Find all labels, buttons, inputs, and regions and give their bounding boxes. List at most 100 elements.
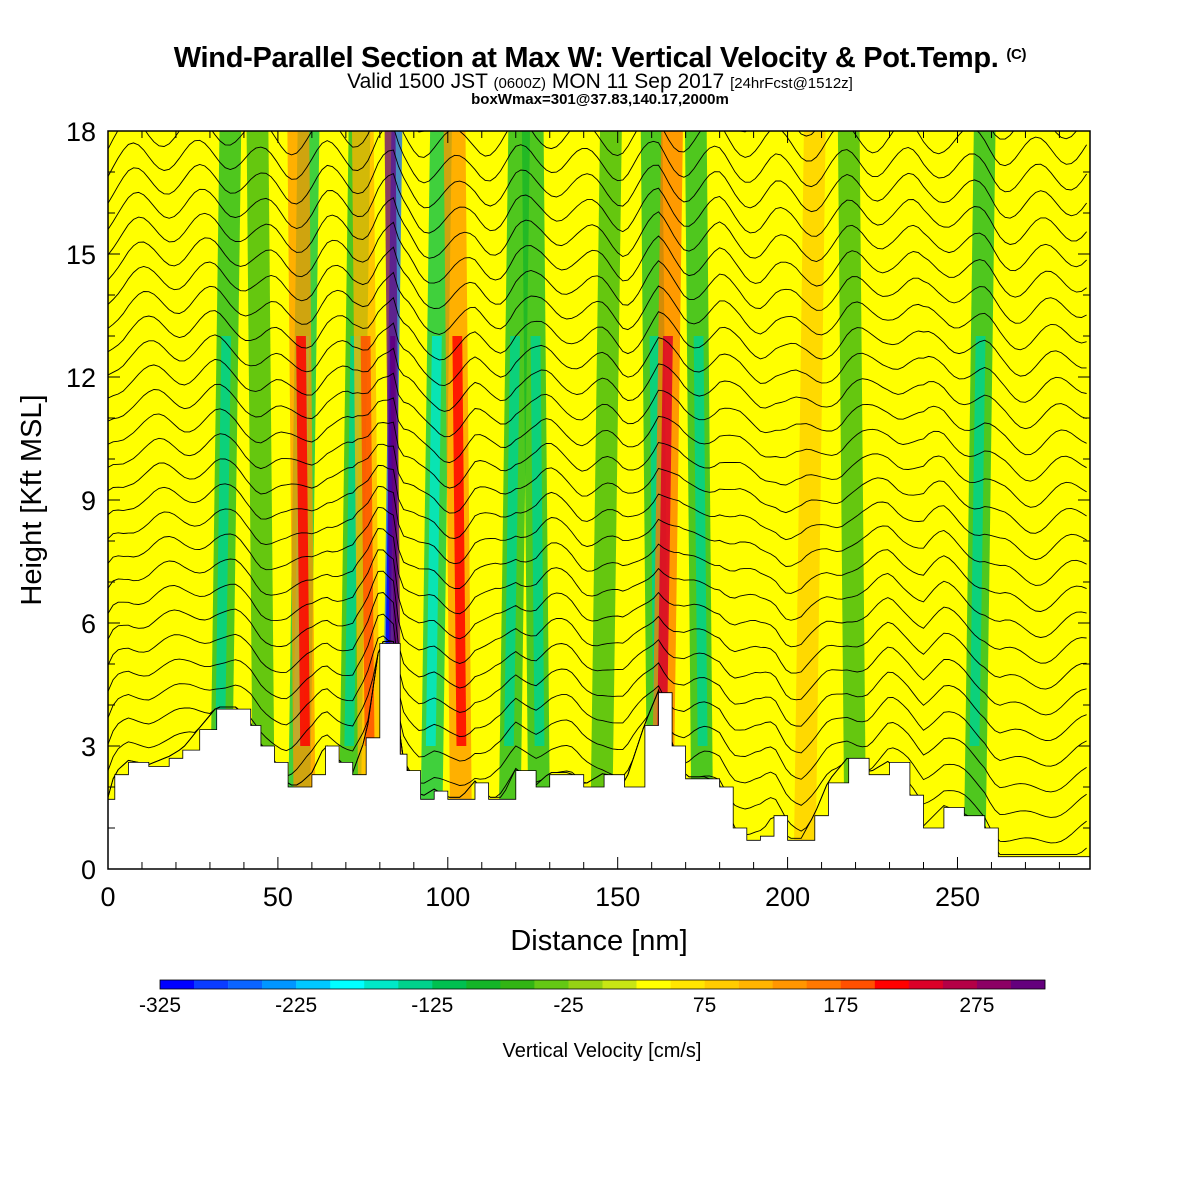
velocity-core: [530, 336, 545, 746]
x-tick-label: 250: [935, 882, 980, 912]
theta-contour: [108, 149, 1087, 219]
colorbar-tick-label: 275: [959, 994, 994, 1017]
colorbar-tick-label: -325: [139, 994, 181, 1017]
x-axis-label: Distance [nm]: [510, 925, 687, 957]
colorbar-swatch: [602, 980, 637, 989]
x-tick-label: 150: [595, 882, 640, 912]
colorbar-swatch: [398, 980, 433, 989]
y-tick-label: 15: [66, 240, 96, 270]
potential-temperature-contours: [108, 131, 1087, 856]
y-tick-label: 9: [81, 486, 96, 516]
colorbar-swatch: [738, 980, 773, 989]
velocity-core: [215, 336, 232, 746]
colorbar-tick-label: 75: [693, 994, 716, 1017]
velocity-core: [425, 336, 442, 746]
theta-contour: [108, 131, 1087, 193]
theta-contour: [108, 372, 1087, 456]
y-tick-label: 3: [81, 732, 96, 762]
x-axis: 0 50 100 150 200 250: [100, 131, 1060, 912]
theta-contour: [108, 197, 1087, 272]
colorbar-swatch: [330, 980, 365, 989]
theta-contour: [108, 549, 1087, 664]
velocity-core: [360, 336, 375, 746]
velocity-core: [969, 336, 986, 746]
colorbar-swatch: [704, 980, 739, 989]
y-tick-label: 0: [81, 855, 96, 885]
velocity-band: [246, 131, 276, 869]
colorbar-swatch: [772, 980, 807, 989]
theta-contour: [108, 635, 1087, 767]
theta-contour: [108, 570, 1087, 690]
velocity-core: [296, 336, 310, 746]
theta-contour: [108, 397, 1087, 482]
colorbar-frame: [159, 979, 1046, 990]
velocity-band: [793, 131, 826, 869]
colorbar-swatch: [942, 980, 978, 989]
x-tick-label: 50: [263, 882, 293, 912]
colorbar-swatch: [500, 980, 535, 989]
velocity-core: [452, 336, 467, 746]
colorbar-swatch: [568, 980, 603, 989]
colorbar-swatch: [228, 980, 263, 989]
colorbar-swatch: [160, 980, 195, 989]
theta-contour: [108, 347, 1087, 430]
colorbar-swatch: [364, 980, 399, 989]
colorbar-tick-label: 175: [823, 994, 858, 1017]
theta-contour: [108, 506, 1087, 612]
valid-prefix: Valid 1500 JST: [347, 70, 488, 93]
y-tick-label: 6: [81, 609, 96, 639]
chart-title: Wind-Parallel Section at Max W: Vertical…: [0, 42, 1200, 75]
colorbar-swatch: [806, 980, 841, 989]
colorbar-tick-label: -125: [411, 994, 453, 1017]
box-info: boxWmax=301@37.83,140.17,2000m: [471, 91, 729, 108]
colorbar-swatch: [670, 980, 705, 989]
colorbar-label: Vertical Velocity [cm/s]: [503, 1040, 702, 1062]
colorbar-swatch: [432, 980, 467, 989]
colorbar-swatch: [840, 980, 876, 989]
colorbar-tick-label: -25: [553, 994, 583, 1017]
y-tick-label: 12: [66, 363, 96, 393]
theta-contour: [108, 296, 1087, 377]
colorbar-swatch: [976, 980, 1012, 989]
colorbar-swatch: [534, 980, 569, 989]
x-tick-label: 200: [765, 882, 810, 912]
valid-time-line: Valid 1500 JST (0600Z) MON 11 Sep 2017 […: [0, 70, 1200, 94]
theta-contour: [108, 271, 1087, 351]
y-tick-label: 18: [66, 117, 96, 147]
terrain: [108, 643, 1090, 869]
theta-contour: [108, 246, 1087, 324]
theta-contour: [108, 443, 1087, 534]
velocity-core: [504, 336, 520, 746]
theta-contour: [108, 485, 1087, 586]
plot-area: [108, 131, 1090, 869]
colorbar-swatch: [466, 980, 501, 989]
forecast-info: [24hrFcst@1512z]: [730, 75, 853, 92]
theta-contour: [108, 221, 1087, 298]
colorbar-swatch: [908, 980, 944, 989]
velocity-core: [693, 336, 708, 746]
utc-time: (0600Z): [493, 75, 546, 92]
theta-contour: [108, 131, 1087, 167]
theta-contour: [108, 613, 1087, 741]
y-axis: 0 3 6 9 12 15 18: [66, 117, 1090, 885]
valid-date: MON 11 Sep 2017: [551, 70, 725, 93]
colorbar-swatch: [296, 980, 331, 989]
copyright-mark: (C): [1006, 46, 1027, 63]
theta-contour: [108, 528, 1087, 638]
theta-contour: [108, 641, 1087, 793]
theta-contour: [108, 322, 1087, 403]
theta-contour: [108, 172, 1087, 245]
colorbar-tick-label: -225: [275, 994, 317, 1017]
velocity-band: [837, 131, 867, 869]
colorbar-swatch: [1011, 980, 1046, 989]
colorbar-swatch: [262, 980, 297, 989]
colorbar-swatch: [194, 980, 229, 989]
theta-contour: [108, 464, 1087, 561]
colorbar-swatch: [874, 980, 910, 989]
title-text: Wind-Parallel Section at Max W: Vertical…: [173, 42, 999, 74]
theta-contour: [108, 592, 1087, 716]
x-tick-label: 0: [100, 882, 115, 912]
x-tick-label: 100: [425, 882, 470, 912]
y-axis-label: Height [Kft MSL]: [16, 394, 48, 605]
